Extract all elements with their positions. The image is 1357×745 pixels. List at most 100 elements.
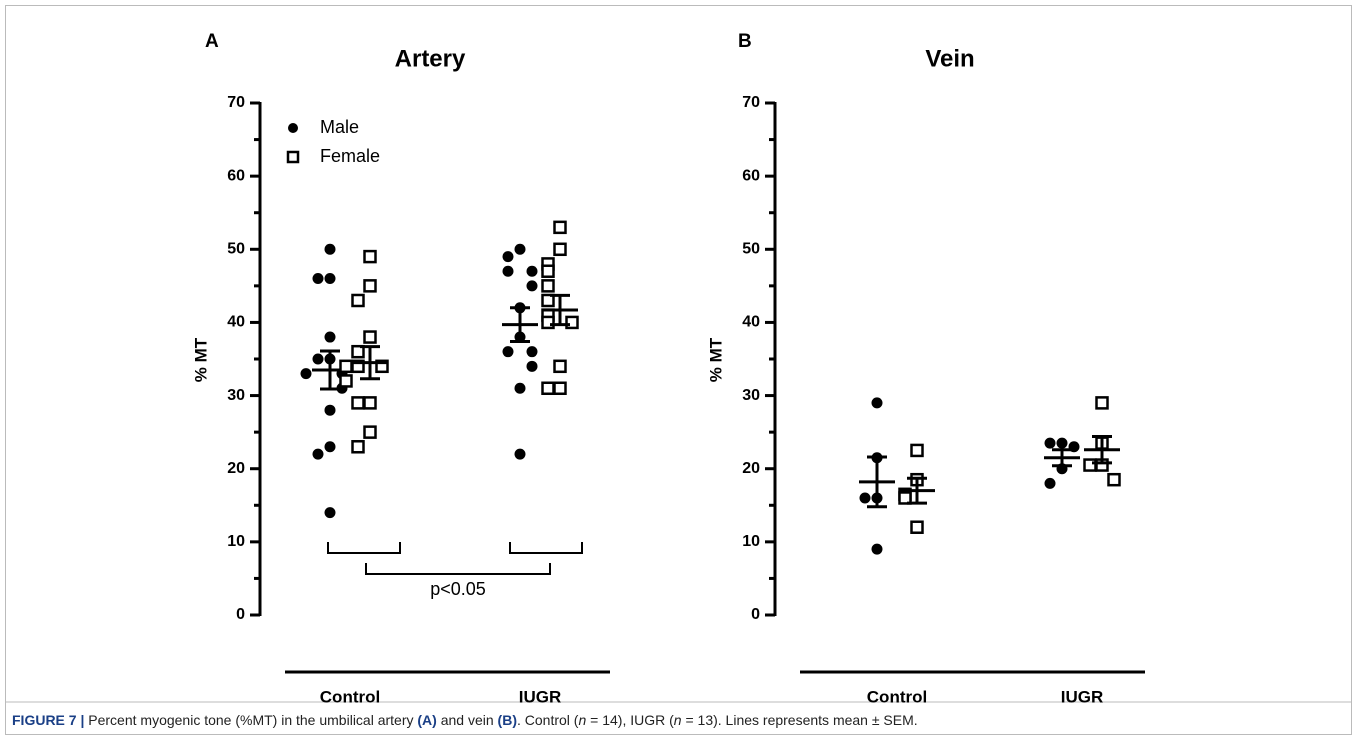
y-tick-label: 30 (227, 387, 245, 404)
data-point (1044, 437, 1056, 449)
legend-label: Male (320, 117, 359, 137)
data-point (324, 441, 336, 453)
data-point (526, 346, 538, 358)
data-point (514, 448, 526, 460)
sem-bar (907, 476, 927, 505)
data-point (312, 448, 324, 460)
x-tick-label: IUGR (519, 687, 562, 706)
caption-text: n (578, 712, 587, 728)
y-tick-label: 10 (227, 533, 245, 550)
caption-text: n (673, 712, 682, 728)
data-point (324, 331, 336, 343)
legend-label: Female (320, 146, 380, 166)
data-point (312, 273, 324, 285)
caption-text: (A) (417, 712, 437, 728)
data-point (859, 492, 871, 504)
y-tick-label: 30 (742, 387, 760, 404)
legend-marker (288, 123, 298, 133)
sem-bar (320, 349, 340, 391)
data-point (541, 381, 555, 396)
caption-text: and vein (436, 712, 498, 728)
data-point (553, 381, 567, 396)
data-point (375, 359, 389, 374)
caption: FIGURE 7 | Percent myogenic tone (%MT) i… (12, 712, 918, 728)
caption-text: = 14), IUGR ( (586, 712, 674, 728)
data-point (324, 243, 336, 255)
data-point (324, 507, 336, 519)
data-point (1056, 437, 1068, 449)
data-point (514, 243, 526, 255)
y-tick-label: 50 (742, 241, 760, 258)
panel-label: A (205, 31, 219, 52)
data-point (541, 264, 555, 278)
data-point (363, 330, 377, 344)
y-tick-label: 60 (227, 167, 245, 184)
y-tick-label: 20 (227, 460, 245, 477)
chart-title: Vein (925, 45, 974, 72)
data-point (1044, 477, 1056, 489)
y-tick-label: 0 (236, 606, 245, 623)
sem-bar (510, 306, 530, 343)
data-point (351, 293, 365, 308)
sem-bar (360, 345, 380, 381)
y-axis-label: % MT (706, 337, 725, 382)
data-point (565, 315, 579, 330)
y-tick-label: 70 (227, 94, 245, 111)
caption-text: (B) (497, 712, 517, 728)
y-tick-label: 10 (742, 533, 760, 550)
data-point (526, 265, 538, 277)
caption-text: Percent myogenic tone (%MT) in the umbil… (84, 712, 418, 728)
y-tick-label: 40 (227, 314, 245, 331)
legend-marker (286, 150, 300, 164)
data-point (363, 249, 377, 264)
annotation: p<0.05 (430, 579, 486, 599)
data-point (514, 382, 526, 394)
data-point (363, 396, 377, 410)
data-point (300, 368, 312, 380)
sem-bar (1052, 448, 1072, 468)
data-point (502, 265, 514, 277)
y-tick-label: 60 (742, 167, 760, 184)
caption-text: = 13). Lines represents mean ± SEM. (681, 712, 918, 728)
panel-label: B (738, 31, 752, 52)
data-point (351, 440, 365, 454)
data-point (1083, 458, 1097, 472)
x-tick-label: Control (867, 687, 927, 706)
y-tick-label: 70 (742, 94, 760, 111)
data-point (541, 315, 555, 330)
data-point (1095, 396, 1109, 410)
data-point (553, 359, 567, 374)
data-point (910, 443, 924, 458)
caption-label: FIGURE 7 | (12, 712, 85, 728)
sem-bar (1092, 435, 1112, 465)
data-point (324, 404, 336, 416)
data-point (541, 293, 555, 308)
caption-text: . Control ( (516, 712, 579, 728)
data-point (324, 273, 336, 285)
data-point (502, 251, 514, 263)
data-point (363, 279, 377, 293)
data-point (910, 520, 924, 534)
data-point (339, 359, 353, 374)
figure-frame (5, 5, 1352, 735)
data-point (871, 397, 883, 409)
significance-bracket (327, 542, 583, 575)
chart-title: Artery (395, 45, 466, 72)
data-point (363, 425, 377, 439)
data-point (526, 360, 538, 372)
data-point (553, 242, 567, 257)
data-point (1107, 472, 1121, 487)
data-point (312, 353, 324, 365)
sem-bar (867, 455, 887, 509)
data-point (351, 344, 365, 359)
data-point (526, 280, 538, 292)
data-point (351, 396, 365, 410)
data-point (502, 346, 514, 358)
y-tick-label: 20 (742, 460, 760, 477)
data-point (553, 220, 567, 235)
sem-bar (550, 293, 570, 327)
data-point (541, 279, 555, 293)
data-point (871, 543, 883, 555)
